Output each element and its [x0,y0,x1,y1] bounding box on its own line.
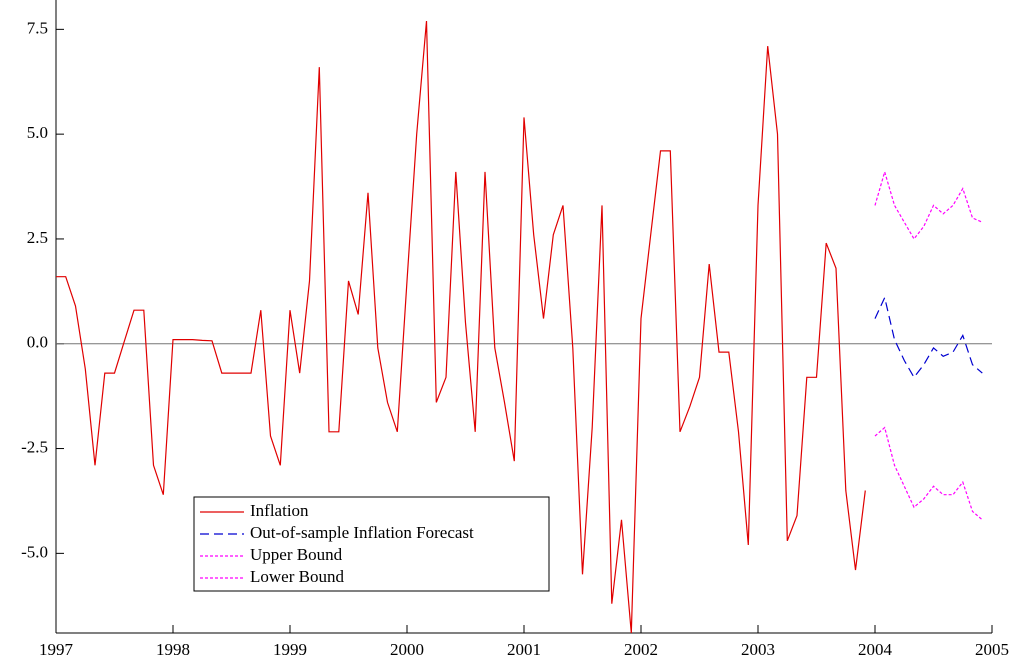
legend-label: Upper Bound [250,545,343,564]
x-tick-label: 2003 [741,640,775,659]
x-tick-label: 1999 [273,640,307,659]
legend-label: Out-of-sample Inflation Forecast [250,523,474,542]
x-tick-label: 2001 [507,640,541,659]
y-tick-label: 2.5 [27,228,48,247]
data-line [874,426,983,521]
y-tick-label: 7.5 [27,18,48,37]
x-tick-label: 1998 [156,640,190,659]
x-tick-label: 2005 [975,640,1009,659]
x-tick-label: 1997 [39,640,74,659]
data-line [874,169,983,240]
y-tick-label: 0.0 [27,333,48,352]
x-tick-label: 2002 [624,640,658,659]
data-line [56,20,866,634]
legend-label: Inflation [250,501,309,520]
legend-box [193,496,550,592]
y-tick-label: -5.0 [21,542,48,561]
x-tick-label: 2004 [858,640,893,659]
x-tick-label: 2000 [390,640,424,659]
y-tick-label: 5.0 [27,123,48,142]
y-tick-label: -2.5 [21,437,48,456]
data-line [874,295,983,379]
legend-label: Lower Bound [250,567,344,586]
